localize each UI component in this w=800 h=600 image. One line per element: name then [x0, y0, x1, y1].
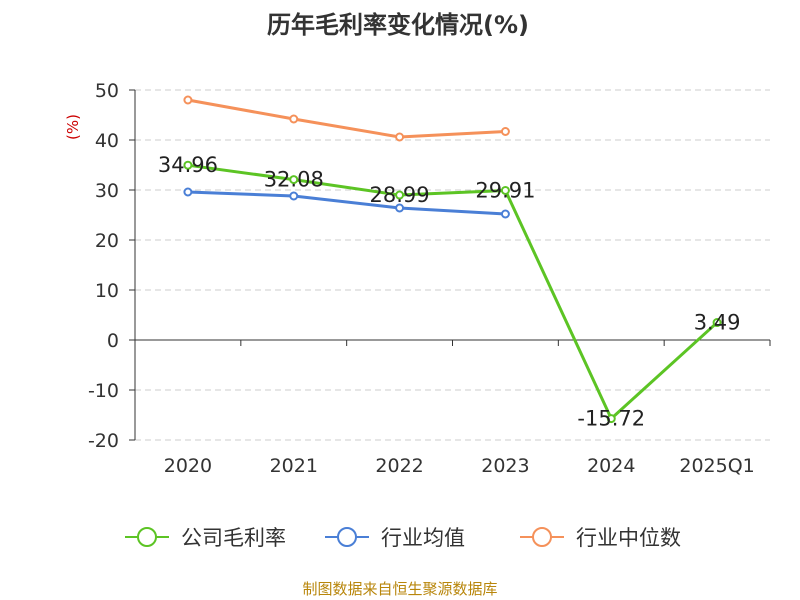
data-point	[183, 160, 193, 170]
data-label: -15.72	[577, 407, 645, 431]
x-tick-label: 2025Q1	[679, 455, 754, 477]
series-line-0	[187, 163, 719, 421]
data-point	[500, 127, 510, 136]
y-tick-label: 40	[95, 130, 119, 152]
legend-item-2[interactable]: 行业中位数	[520, 526, 681, 550]
chart-title: 历年毛利率变化情况(%)	[267, 11, 529, 39]
data-label: 3.49	[694, 311, 741, 335]
source-note: 制图数据来自恒生聚源数据库	[302, 580, 497, 598]
x-tick-label: 2021	[270, 455, 318, 477]
y-axis-label: (%)	[64, 114, 82, 140]
data-label-layer: 34.96 32.08 28.99 29.91 -15.72 3.49	[158, 153, 741, 430]
data-label: 28.99	[370, 183, 430, 207]
y-tick-label: 0	[107, 330, 119, 352]
series-line-1	[187, 190, 506, 216]
y-tick-label: 10	[95, 280, 119, 302]
grid-layer	[135, 89, 770, 441]
axis-layer: 50 40 30 20 10 0 -10 -20 2020 2021 2022 2023 2024 202…	[88, 80, 771, 477]
data-point	[712, 318, 722, 328]
data-point	[289, 175, 299, 185]
data-point	[395, 132, 405, 142]
data-label: 29.91	[475, 178, 535, 202]
y-tick-label: -20	[88, 430, 119, 452]
series-layer	[183, 95, 722, 424]
data-label: 34.96	[158, 153, 218, 177]
data-point	[289, 191, 299, 201]
legend-label: 行业均值	[381, 526, 465, 550]
y-tick-label: 20	[95, 230, 119, 252]
data-label: 32.08	[264, 168, 324, 192]
legend-marker-icon	[532, 527, 552, 547]
data-point	[395, 203, 405, 213]
legend-item-1[interactable]: 行业均值	[325, 526, 465, 550]
legend[interactable]: 公司毛利率 行业均值 行业中位数	[125, 526, 681, 550]
data-point	[183, 95, 193, 105]
data-point	[183, 187, 193, 197]
data-point	[500, 185, 510, 195]
data-point	[500, 209, 510, 219]
x-tick-label: 2023	[481, 455, 529, 477]
legend-label: 行业中位数	[576, 526, 681, 550]
series-line-2	[187, 98, 506, 139]
legend-marker-icon	[337, 527, 357, 547]
y-tick-label: -10	[88, 380, 119, 402]
data-point	[289, 114, 299, 124]
legend-label: 公司毛利率	[181, 526, 286, 550]
legend-marker-icon	[137, 527, 157, 547]
legend-item-0[interactable]: 公司毛利率	[125, 526, 286, 550]
data-point	[606, 414, 616, 424]
x-tick-label: 2022	[375, 455, 423, 477]
x-tick-label: 2020	[164, 455, 212, 477]
y-tick-label: 30	[95, 180, 119, 202]
y-tick-label: 50	[95, 80, 119, 102]
data-point	[395, 190, 405, 200]
x-tick-label: 2024	[587, 455, 635, 477]
